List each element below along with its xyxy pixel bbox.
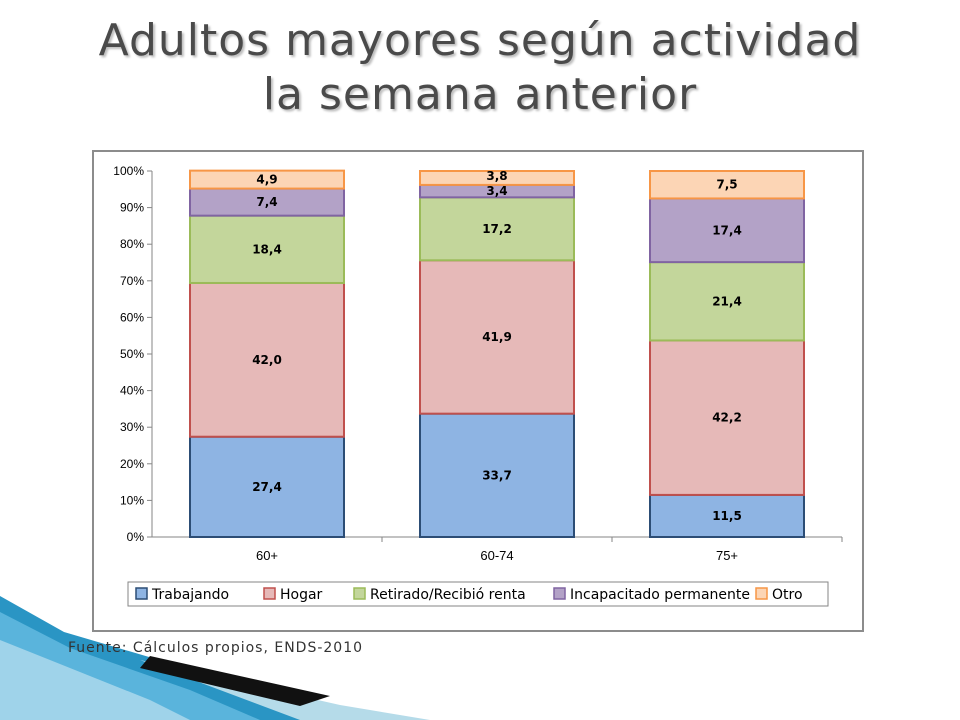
legend-swatch — [135, 587, 148, 600]
data-label: 33,7 — [482, 468, 512, 482]
data-label: 27,4 — [252, 480, 282, 494]
data-label: 7,5 — [716, 178, 737, 192]
bar-segment — [649, 261, 805, 342]
data-label: 17,4 — [712, 223, 742, 237]
chart-frame: 0% 10% 20% 30% 40% 50% 60% 70% 80% 90% 100% 27,4 42,… — [92, 150, 864, 632]
data-label: 7,4 — [256, 195, 277, 209]
bar-segment — [419, 170, 575, 186]
data-label: 42,2 — [712, 411, 742, 425]
y-tick-label: 30% — [120, 420, 144, 434]
data-label: 21,4 — [712, 294, 742, 308]
data-label: 11,5 — [712, 509, 742, 523]
stacked-bar-chart: 0% 10% 20% 30% 40% 50% 60% 70% 80% 90% 100% 27,4 42,… — [113, 164, 843, 607]
legend-label: Trabajando — [151, 587, 229, 603]
y-tick-label: 60% — [120, 310, 144, 324]
legend-label: Hogar — [280, 587, 323, 603]
legend-label: Retirado/Recibió renta — [370, 587, 526, 603]
legend-swatch — [553, 587, 566, 600]
y-tick-label: 100% — [113, 164, 144, 178]
data-label: 17,2 — [482, 222, 512, 236]
bar-segment — [649, 197, 805, 264]
y-tick-label: 0% — [127, 530, 145, 544]
y-tick-label: 10% — [120, 493, 144, 507]
data-label: 41,9 — [482, 330, 512, 344]
title-line-1: Adultos mayores según actividad — [98, 15, 862, 66]
bar-segment — [189, 435, 345, 538]
y-tick-label: 40% — [120, 384, 144, 398]
data-label: 4,9 — [256, 173, 277, 187]
data-label: 3,8 — [486, 169, 507, 183]
x-tick-label: 60+ — [256, 548, 278, 563]
bar-segment — [189, 281, 345, 438]
bar-segment — [649, 170, 805, 200]
bar-segment — [189, 187, 345, 217]
bar-segment — [419, 259, 575, 415]
legend-box — [127, 581, 829, 607]
y-tick-label: 80% — [120, 237, 144, 251]
bar-segment — [649, 493, 805, 539]
bar-segment — [189, 214, 345, 284]
slide-title: Adultos mayores según actividad la seman… — [0, 14, 960, 122]
legend-swatch — [353, 587, 366, 600]
y-tick-label: 20% — [120, 457, 144, 471]
legend-swatch — [263, 587, 276, 600]
bar-segment — [189, 169, 345, 190]
bar-segment — [649, 339, 805, 496]
x-tick-label: 60-74 — [480, 548, 513, 563]
source-note: Fuente: Cálculos propios, ENDS-2010 — [68, 640, 364, 656]
data-label: 3,4 — [486, 184, 507, 198]
y-tick-label: 90% — [120, 201, 144, 215]
y-tick-label: 50% — [120, 347, 144, 361]
bar-segment — [419, 412, 575, 538]
bar-segment — [419, 196, 575, 262]
data-label: 18,4 — [252, 242, 282, 256]
x-tick-label: 75+ — [716, 548, 738, 563]
y-tick-label: 70% — [120, 274, 144, 288]
legend-label: Otro — [772, 587, 803, 603]
legend-label: Incapacitado permanente — [570, 587, 750, 603]
legend-swatch — [755, 587, 768, 600]
data-label: 42,0 — [252, 353, 282, 367]
title-line-2: la semana anterior — [262, 69, 698, 120]
